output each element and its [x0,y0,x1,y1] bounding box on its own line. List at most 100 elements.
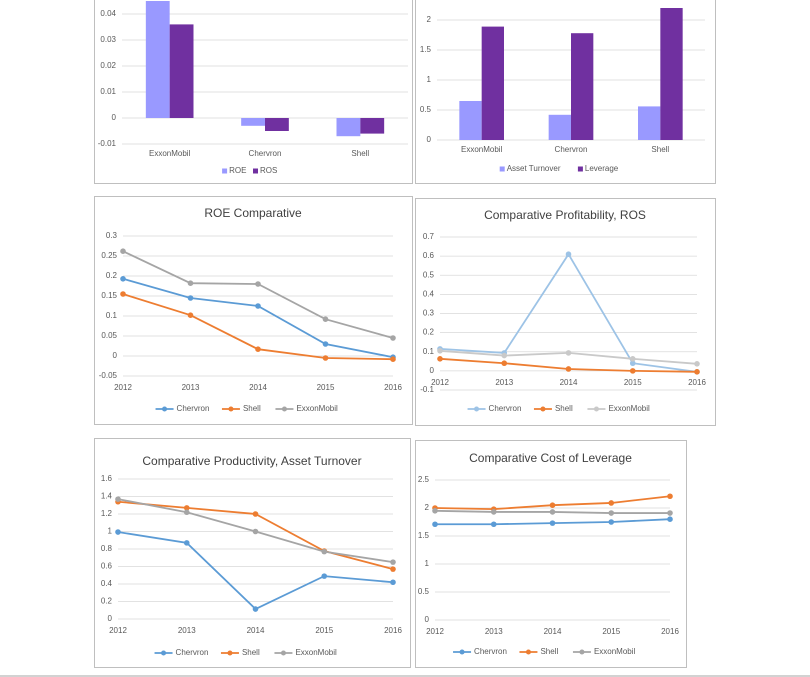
x-tick-label: 2014 [247,626,265,635]
bar [660,8,683,140]
legend-label: ExxonMobil [594,647,636,656]
y-tick-label: 0.2 [101,597,113,606]
point [565,251,572,258]
y-tick-label: 1.5 [420,45,432,54]
point [120,276,126,282]
chart: Comparative Productivity, Asset Turnover… [94,438,411,668]
point [629,368,636,374]
x-tick-label: 2014 [544,627,562,636]
x-tick-label: 2014 [249,383,267,392]
point [120,291,126,297]
x-tick-label: 2013 [495,378,513,387]
legend-label: ExxonMobil [295,648,337,657]
legend-marker [161,650,167,656]
y-tick-label: 0 [112,113,117,122]
y-tick-label: 0.04 [100,9,116,18]
point [629,356,636,362]
chart-frame [415,198,716,426]
bar [571,33,594,141]
point [490,509,497,515]
bar [336,118,361,137]
legend-marker [540,406,546,412]
legend-swatch [499,166,505,172]
legend-label: Shell [242,648,260,657]
point [252,511,259,517]
point [255,281,261,287]
y-tick-label: 0.1 [423,347,435,356]
point [187,280,194,287]
point [667,493,673,500]
bar [360,118,385,134]
point [390,566,396,572]
x-tick-label: 2015 [317,383,335,392]
x-tick-label: ExxonMobil [461,145,503,154]
legend-label: Leverage [585,164,619,173]
y-tick-label: 0.02 [100,61,116,70]
bar [638,106,661,140]
point [565,366,572,372]
y-tick-label: 0.5 [418,587,430,596]
legend-marker [525,649,531,655]
point [608,500,615,506]
x-tick-label: 2012 [426,627,444,636]
legend-marker [227,650,233,656]
point [321,573,328,579]
x-tick-label: 2016 [661,627,679,636]
point [629,360,636,367]
point [322,341,329,347]
legend-marker [228,406,234,412]
y-tick-label: 0.4 [423,289,435,298]
y-tick-label: 0.1 [106,311,118,320]
point [432,508,438,514]
y-tick-label: 0 [430,366,435,375]
point [565,350,572,356]
point [490,521,497,528]
point [501,352,508,359]
legend-label: Shell [540,647,558,656]
chart-title: ROE Comparative [204,206,302,220]
y-tick-label: -0.05 [99,371,118,380]
y-tick-label: 1 [427,75,432,84]
point [255,303,261,309]
legend-label: Chervron [176,648,209,657]
y-tick-label: 1.6 [101,474,113,483]
y-tick-label: 0 [427,135,432,144]
legend-swatch [253,168,258,174]
x-tick-label: 2016 [384,626,402,635]
x-tick-label: 2012 [109,626,127,635]
bar [548,114,571,140]
legend-label: ExxonMobil [296,404,338,413]
point [183,540,190,546]
x-tick-label: Shell [351,149,369,158]
x-tick-label: 2013 [178,626,196,635]
chart: Comparative Cost of Leverage 0 0.5 1 1.5 2 2.5… [415,440,687,668]
y-tick-label: 0.05 [101,331,117,340]
point [694,369,700,375]
legend-marker [593,406,599,412]
point [390,335,396,341]
y-tick-label: 0.5 [423,270,435,279]
legend-marker [281,406,287,412]
point [120,248,126,254]
y-tick-label: 0.3 [423,309,435,318]
x-tick-label: Chervron [249,149,282,158]
y-tick-label: 1 [425,559,430,568]
x-tick-label: 2016 [688,378,706,387]
x-tick-label: 2015 [315,626,333,635]
y-tick-label: 1.5 [418,531,430,540]
legend-label: Chervron [489,404,522,413]
point [667,516,673,522]
point [187,312,194,319]
y-tick-label: 1.2 [101,509,113,518]
legend-swatch [577,166,583,172]
y-tick-label: 0 [113,351,118,360]
legend-marker [474,406,480,412]
y-tick-label: 0.5 [420,105,432,114]
legend-label: ROE [229,166,246,175]
legend-marker [280,650,286,656]
y-tick-label: 0.03 [100,35,116,44]
y-tick-label: 0.15 [101,291,117,300]
y-tick-label: 0.4 [101,579,113,588]
chart-title: Comparative Profitability, ROS [484,208,646,222]
